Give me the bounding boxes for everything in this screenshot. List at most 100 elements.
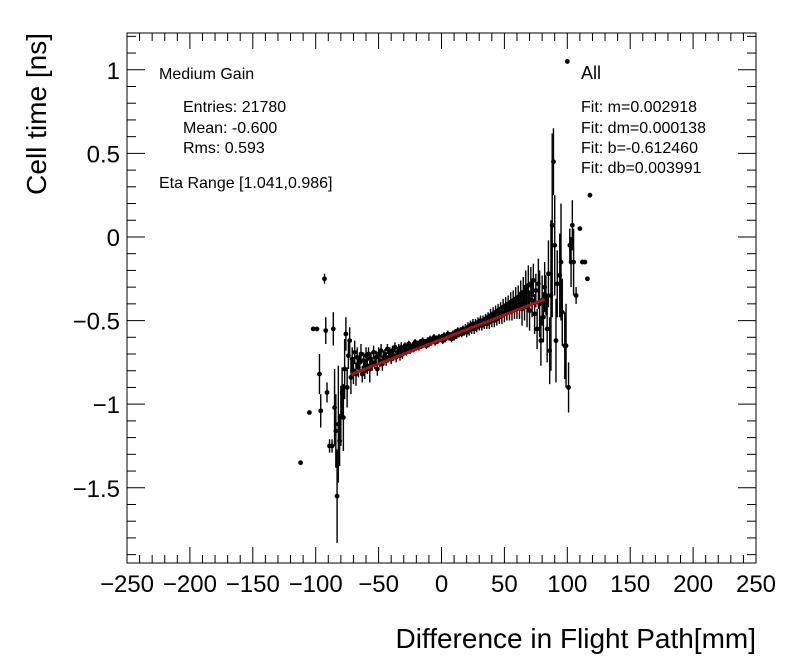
data-point <box>543 293 549 298</box>
y-tick-label: −1.5 <box>73 476 120 503</box>
data-point <box>314 326 320 332</box>
data-point <box>307 410 312 415</box>
y-tick-label: 0 <box>107 225 120 252</box>
data-point <box>371 349 376 355</box>
data-point <box>547 348 553 354</box>
data-point <box>356 364 361 370</box>
fit-m-label: Fit: m=0.002918 <box>581 99 697 116</box>
data-point <box>566 385 571 390</box>
data-point <box>582 259 588 265</box>
x-tick-label: −50 <box>358 571 399 598</box>
data-point <box>373 354 379 360</box>
x-tick-labels: −250 −200 −150 −100 −50 0 50 100 150 200 250 <box>100 571 776 598</box>
data-point <box>528 281 534 287</box>
data-point <box>542 284 548 290</box>
data-point <box>571 259 576 265</box>
fit-line <box>350 297 546 376</box>
x-axis-title: Difference in Flight Path[mm] <box>395 623 756 654</box>
data-point <box>515 294 521 300</box>
plot-frame <box>126 32 757 564</box>
data-point <box>577 226 583 232</box>
data-point <box>517 303 522 308</box>
data-point <box>342 366 348 372</box>
x-tick-label: 200 <box>673 571 713 598</box>
data-point <box>378 348 384 354</box>
data-point <box>557 273 563 278</box>
y-tick-labels: −1.5 −1 −0.5 0 0.5 1 <box>73 58 120 503</box>
data-point <box>376 351 381 357</box>
data-point <box>347 338 353 344</box>
gain-label: Medium Gain <box>159 66 254 83</box>
data-point <box>322 276 327 282</box>
data-point <box>406 341 412 347</box>
data-point <box>390 348 395 354</box>
x-tick-label: 50 <box>491 571 518 598</box>
data-point <box>535 281 541 287</box>
data-point <box>359 371 365 377</box>
data-point <box>344 385 350 390</box>
axis-ticks <box>126 33 757 563</box>
data-point <box>551 159 556 165</box>
data-point <box>527 308 532 313</box>
data-point <box>533 288 539 293</box>
data-point <box>323 328 329 334</box>
x-tick-label: 0 <box>435 571 448 598</box>
entries-label: Entries: 21780 <box>183 99 286 116</box>
data-point <box>563 343 569 349</box>
data-point <box>553 338 559 344</box>
y-tick-label: 1 <box>107 58 120 85</box>
data-point <box>361 358 366 364</box>
y-tick-label: −0.5 <box>73 309 120 336</box>
data-point <box>374 366 380 372</box>
eta-range-label: Eta Range [1.041,0.986] <box>159 175 332 192</box>
data-point <box>298 460 304 466</box>
mean-label: Mean: -0.600 <box>183 120 277 137</box>
fit-b-label: Fit: b=-0.612460 <box>581 140 698 157</box>
data-point <box>348 375 354 380</box>
data-point <box>544 326 550 332</box>
data-point <box>392 344 398 350</box>
data-point <box>549 222 555 228</box>
data-point <box>334 493 340 499</box>
data-point <box>330 326 336 332</box>
data-point <box>573 293 579 298</box>
x-tick-label: 250 <box>736 571 776 598</box>
x-tick-label: −150 <box>226 571 280 598</box>
fit-box-label: All <box>581 63 601 83</box>
stats-box: Medium Gain Entries: 21780 Mean: -0.600 … <box>159 66 332 192</box>
data-point <box>385 346 390 352</box>
x-tick-label: 150 <box>610 571 650 598</box>
data-point <box>540 314 546 320</box>
data-point <box>358 351 364 357</box>
data-point <box>333 428 339 434</box>
data-point <box>567 242 573 248</box>
y-tick-label: 0.5 <box>87 141 120 168</box>
fit-dm-label: Fit: dm=0.000138 <box>581 120 706 137</box>
data-point <box>366 351 371 357</box>
data-point <box>337 438 343 444</box>
fit-box: All Fit: m=0.002918 Fit: dm=0.000138 Fit… <box>581 63 706 177</box>
y-tick-label: −1 <box>93 392 120 419</box>
rms-label: Rms: 0.593 <box>183 140 265 157</box>
data-point <box>558 259 564 265</box>
data-point <box>340 415 346 420</box>
fit-db-label: Fit: db=0.003991 <box>581 160 702 177</box>
data-point <box>317 371 322 377</box>
data-point <box>587 192 593 198</box>
data-point <box>569 222 575 228</box>
data-point <box>349 356 355 362</box>
data-point <box>335 421 341 427</box>
data-point <box>402 343 408 349</box>
data-point <box>548 293 554 298</box>
data-point <box>346 353 351 359</box>
data-point <box>546 271 551 277</box>
data-point <box>382 351 388 357</box>
data-point <box>310 326 316 332</box>
data-point <box>529 298 535 303</box>
data-point <box>343 331 349 337</box>
data-point <box>520 289 526 295</box>
x-tick-label: −250 <box>100 571 154 598</box>
x-tick-label: −200 <box>163 571 217 598</box>
data-point <box>538 338 544 344</box>
data-point <box>352 349 358 355</box>
